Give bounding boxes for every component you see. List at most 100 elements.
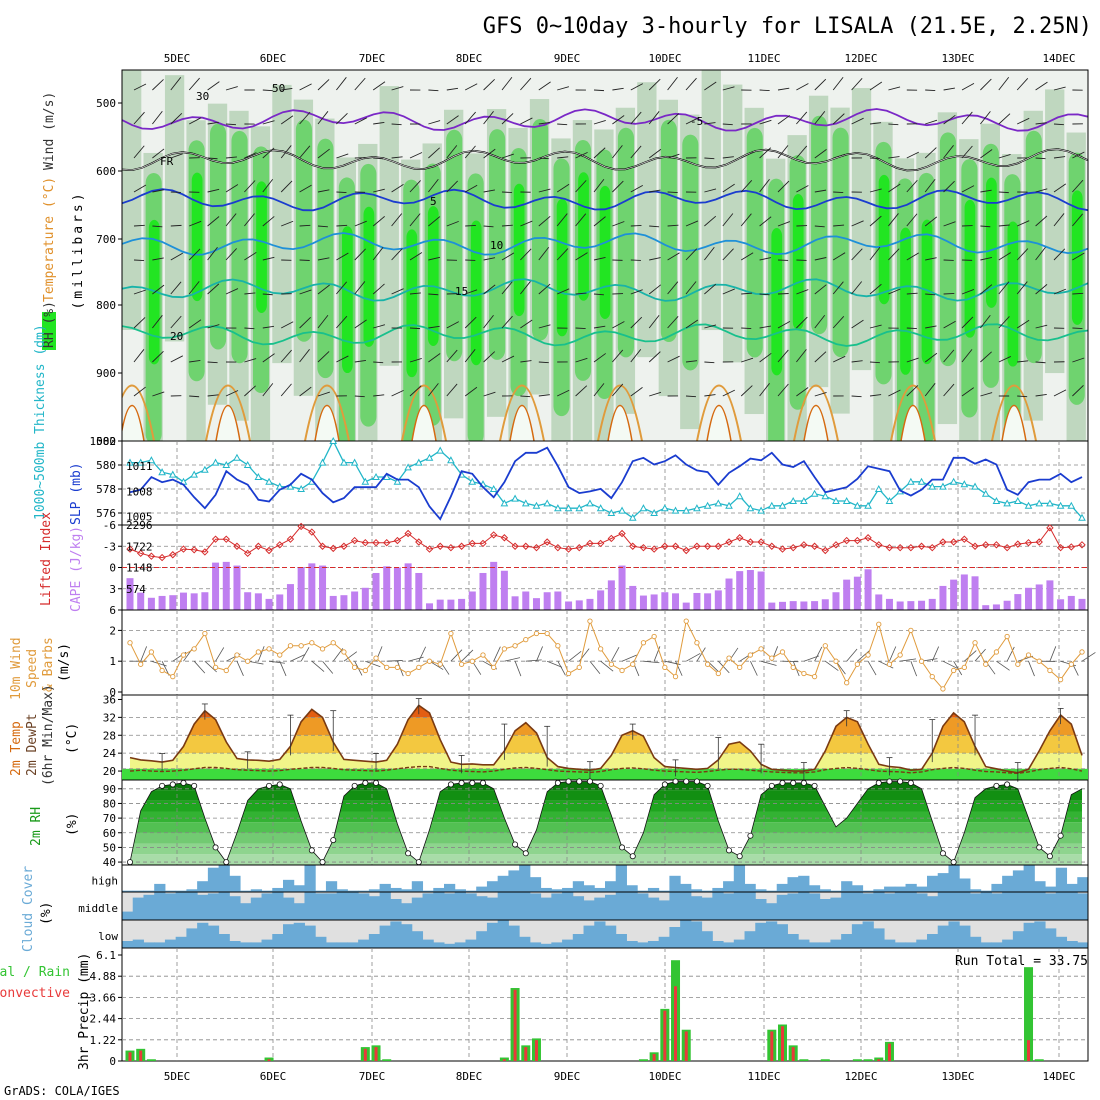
cloud-bar: [1066, 941, 1078, 948]
thickness-point: [233, 453, 241, 461]
bottom-date-label: 5DEC: [164, 1070, 191, 1083]
cloud-bar: [798, 939, 810, 948]
cape-bar: [479, 572, 487, 610]
wind-barb: [244, 292, 256, 295]
cape-bar: [725, 578, 733, 610]
wind-speed-point: [405, 670, 411, 677]
cloud-bar: [712, 941, 724, 948]
thickness-point: [158, 468, 166, 476]
wind-barb: [556, 248, 569, 261]
wind-barb: [501, 355, 515, 363]
cape-bar: [693, 592, 701, 610]
cloud-bar: [680, 883, 692, 892]
thickness-point: [671, 506, 680, 514]
wind-barb: [869, 215, 882, 227]
rh-point: [747, 832, 754, 839]
thickness-point: [1035, 499, 1044, 507]
cape-bar: [190, 593, 198, 610]
cloud-bar: [186, 889, 198, 892]
li-point: [457, 542, 466, 550]
wind-barb: [188, 248, 201, 261]
wind-barb: [372, 216, 385, 227]
wind-barb: [777, 383, 789, 397]
temperature-plume: [991, 384, 1037, 441]
wind-barb: [262, 293, 273, 296]
wind-barb: [336, 224, 348, 227]
cloud-bar: [669, 892, 681, 920]
wind-barb: [538, 283, 551, 295]
wind-barb: [207, 81, 220, 91]
wind-barb: [1017, 395, 1028, 398]
temp-axis-label-3: (6hr Min/Max): [41, 684, 56, 786]
thickness-axis-label: 1000~500mb Thickness (dm): [33, 324, 48, 520]
cloud-bar: [1055, 867, 1068, 892]
wind-barb: [612, 349, 624, 363]
thickness-point: [885, 496, 894, 504]
rh-shade: [832, 127, 849, 358]
wind-barb: [409, 327, 421, 330]
temp-axis-label: 2m Temp 2m DewPt (6hr Min/Max) (°C): [9, 684, 80, 786]
wind-barb: [888, 389, 901, 397]
wind-barb: [244, 358, 257, 363]
wind-barb: [722, 86, 735, 91]
thickness-point: [725, 501, 733, 509]
cape-bar: [415, 572, 423, 610]
wind-barb: [667, 252, 680, 261]
wind-barb: [1072, 385, 1084, 397]
wind-barb: [336, 113, 348, 125]
wind-barb: [464, 83, 478, 91]
wind-barb: [1035, 284, 1048, 295]
cloud-bar: [325, 881, 338, 892]
wind-barb: [354, 281, 366, 295]
wind-barb: [244, 180, 256, 193]
wind-barb: [704, 122, 716, 125]
wind-barb: [1028, 661, 1035, 677]
wind-barb: [925, 257, 937, 261]
cloud-bar: [358, 890, 370, 892]
cloud-bar: [969, 889, 982, 892]
wind-speed-point: [309, 640, 315, 646]
wind-barb: [777, 293, 789, 295]
li-point: [265, 546, 273, 555]
wind-barb: [133, 145, 145, 159]
cloud-bar: [218, 865, 230, 892]
thickness-point: [404, 463, 412, 471]
cloud-bar: [1002, 892, 1014, 920]
cape-bar: [372, 572, 380, 610]
cloud-bar: [529, 893, 542, 920]
upper-legend: RH (%) Temperature (°C) Wind (m/s): [42, 92, 57, 350]
wind-barb: [593, 216, 606, 227]
rh-point: [180, 779, 187, 786]
wind-barb: [667, 355, 680, 363]
li-point: [147, 552, 156, 560]
cloud-bar: [905, 892, 917, 920]
wind-barb: [649, 225, 660, 228]
cloud-bar: [315, 936, 327, 948]
thickness-point: [318, 458, 327, 466]
wind-barb: [317, 189, 330, 193]
wind-barb: [409, 292, 421, 295]
precip-convective-bar: [770, 1031, 774, 1061]
wind-speed-point: [501, 646, 508, 652]
wind-barb: [465, 224, 476, 227]
li-point: [543, 538, 551, 546]
wind-barb: [391, 156, 403, 159]
cloud-layer-label: low: [98, 930, 118, 943]
cloud-bar: [1066, 883, 1078, 892]
wind-barb: [281, 87, 293, 91]
y-tick-label: -6: [103, 519, 116, 532]
thickness-point: [596, 504, 605, 512]
wind-barb: [557, 156, 569, 159]
cloud-bar: [615, 865, 627, 892]
temperature-plume: [411, 405, 437, 441]
rh-point: [458, 779, 465, 786]
li-point: [736, 534, 744, 542]
wind-barb: [538, 81, 551, 91]
wind-barb: [1072, 327, 1083, 329]
wind-barb: [429, 660, 444, 670]
wind-barb: [188, 319, 202, 329]
cloud-bar: [476, 896, 488, 920]
wind-barb: [446, 145, 458, 159]
rh-point: [266, 782, 273, 789]
